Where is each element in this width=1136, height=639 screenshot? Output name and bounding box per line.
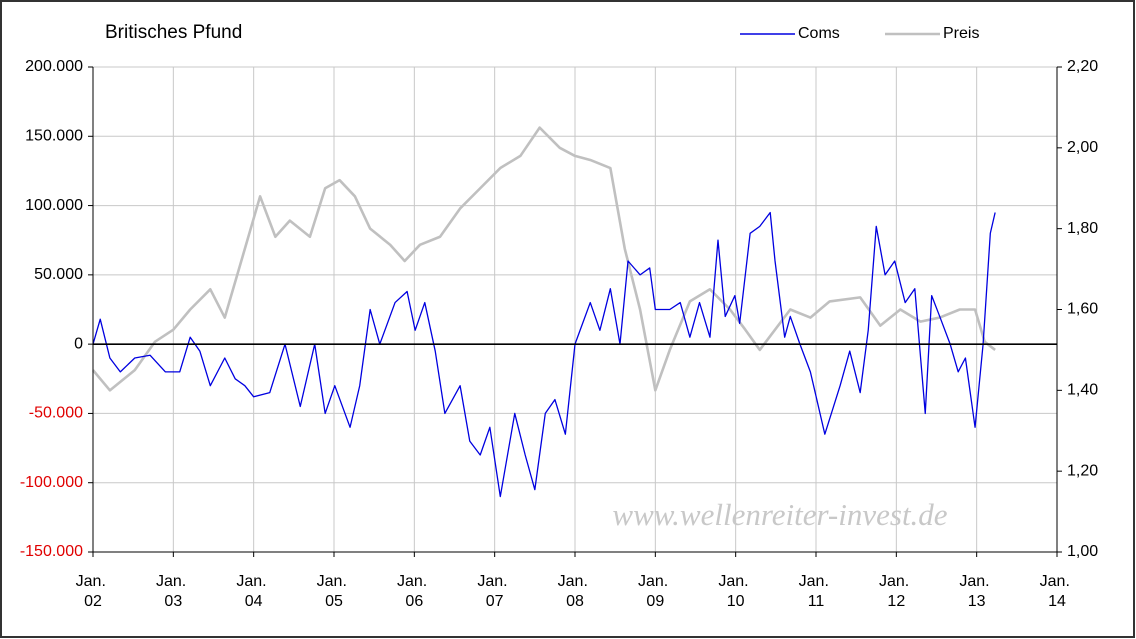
x-tick-label: Jan. 11 [799, 573, 834, 610]
y2-tick-label: 1,60 [1067, 301, 1098, 318]
chart-title: Britisches Pfund [105, 22, 242, 43]
x-tick-label: Jan. 02 [76, 573, 111, 610]
x-tick-label: Jan. 07 [477, 573, 512, 610]
y2-tick-label: 1,80 [1067, 220, 1098, 237]
y2-tick-label: 2,00 [1067, 139, 1098, 156]
x-tick-label: Jan. 10 [718, 573, 753, 610]
y-tick-label: -100.000 [20, 474, 83, 491]
legend: Coms Preis [740, 25, 979, 42]
x-tick-label: Jan. 06 [397, 573, 432, 610]
y-tick-label: 50.000 [34, 266, 83, 283]
series-line [92, 126, 996, 392]
y-tick-label: 100.000 [25, 197, 83, 214]
x-tick-label: Jan. 08 [558, 573, 593, 610]
y-tick-label: 150.000 [25, 128, 83, 145]
y-tick-label: -50.000 [29, 405, 83, 422]
x-tick-label: Jan. 09 [638, 573, 673, 610]
legend-label: Coms [798, 25, 840, 42]
y2-tick-label: 2,20 [1067, 58, 1098, 75]
y-tick-label: 0 [74, 335, 83, 352]
x-tick-label: Jan. 12 [879, 573, 914, 610]
legend-label: Preis [943, 25, 979, 42]
watermark: www.wellenreiter-invest.de [612, 497, 947, 532]
x-tick-label: Jan. 03 [156, 573, 191, 610]
lines [92, 126, 996, 498]
x-tick-label: Jan. 14 [1040, 573, 1075, 610]
x-tick-label: Jan. 13 [959, 573, 994, 610]
y2-tick-label: 1,40 [1067, 382, 1098, 399]
x-tick-label: Jan. 05 [317, 573, 352, 610]
y-tick-label: 200.000 [25, 58, 83, 75]
series-line [92, 211, 996, 498]
y2-tick-label: 1,00 [1067, 543, 1098, 560]
y2-tick-label: 1,20 [1067, 462, 1098, 479]
axes: 200.000 150.000 100.000 50.000 0 -50.000 -100.… [20, 58, 1098, 610]
x-tick-label: Jan. 04 [236, 573, 271, 610]
y-tick-label: -150.000 [20, 543, 83, 560]
